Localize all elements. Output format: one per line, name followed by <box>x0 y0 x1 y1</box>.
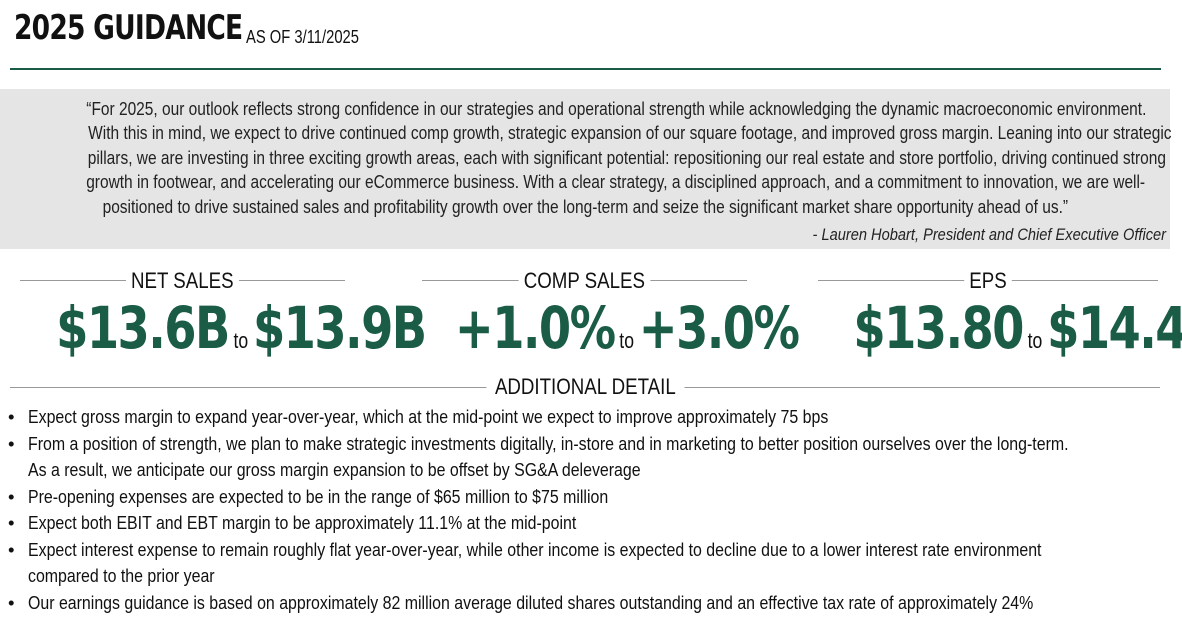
list-item: • Expect both EBIT and EBT margin to be … <box>8 510 1178 537</box>
quote-line: positioned to drive sustained sales and … <box>102 196 1068 217</box>
net-sales-metric: NET SALES $13.6B to$13.9B <box>10 268 427 362</box>
quote-line: growth in footwear, and accelerating our… <box>86 172 1146 193</box>
list-item: • Pre-opening expenses are expected to b… <box>8 484 1178 511</box>
metric-low-value: +1.0% <box>454 294 616 362</box>
additional-detail-label: ADDITIONAL DETAIL <box>10 374 1160 400</box>
comp-sales-metric: COMP SALES +1.0% to+3.0% <box>412 268 800 362</box>
list-item: • Expect gross margin to expand year-ove… <box>8 404 1178 431</box>
quote-line: “For 2025, our outlook reflects strong c… <box>86 99 1147 119</box>
page-title: 2025 GUIDANCE <box>14 8 243 48</box>
bullet-icon: • <box>8 432 15 454</box>
ceo-quote-box: “For 2025, our outlook reflects strong c… <box>0 89 1172 249</box>
quote-attribution: - Lauren Hobart, President and Chief Exe… <box>812 225 1166 244</box>
metric-high-value: $14.40 <box>1047 294 1182 362</box>
additional-detail-header: ADDITIONAL DETAIL <box>10 374 1160 402</box>
bullet-icon: • <box>8 406 15 427</box>
metric-label: NET SALES <box>10 268 355 294</box>
metric-high-value: +3.0% <box>638 294 800 362</box>
bullet-icon: • <box>8 512 15 533</box>
metric-label: EPS <box>808 268 1168 294</box>
list-item: • From a position of strength, we plan t… <box>8 432 1069 481</box>
metric-high-value: $13.9B <box>252 294 427 362</box>
quote-line: pillars, we are investing in three excit… <box>87 147 1166 168</box>
metric-to-text: to <box>1027 328 1043 353</box>
as-of-date: AS OF 3/11/2025 <box>246 27 359 47</box>
bullet-icon: • <box>8 538 15 560</box>
page-header: 2025 GUIDANCE AS OF 3/11/2025 <box>14 8 1164 56</box>
ceo-quote-text: “For 2025, our outlook reflects strong c… <box>0 97 1172 219</box>
metric-low-value: $13.80 <box>853 294 1024 362</box>
metric-label: COMP SALES <box>412 268 757 294</box>
list-item: • Expect interest expense to remain roug… <box>8 538 1042 587</box>
additional-detail-list: • Expect gross margin to expand year-ove… <box>8 404 1178 616</box>
metric-low-value: $13.6B <box>56 294 230 362</box>
bullet-icon: • <box>8 485 15 507</box>
quote-line: With this in mind, we expect to drive co… <box>88 123 1172 144</box>
bullet-icon: • <box>8 591 15 613</box>
list-item: • Our earnings guidance is based on appr… <box>8 590 1178 617</box>
header-divider <box>10 68 1161 70</box>
metric-to-text: to <box>619 328 634 353</box>
metric-to-text: to <box>233 328 249 353</box>
